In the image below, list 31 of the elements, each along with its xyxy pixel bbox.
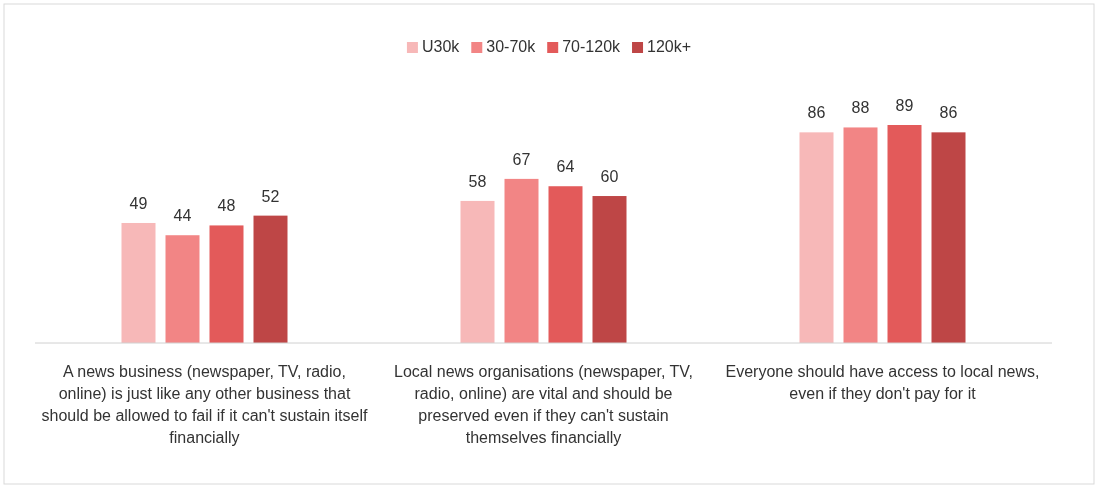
data-label: 52 bbox=[261, 187, 280, 205]
legend-label: U30k bbox=[421, 38, 461, 55]
bar bbox=[209, 225, 244, 343]
bar bbox=[799, 132, 834, 343]
bar bbox=[592, 196, 627, 343]
bar bbox=[504, 178, 539, 343]
bar bbox=[843, 127, 878, 343]
x-tick-label: Everyone should have access to local news, even if they don't pay for it bbox=[725, 363, 1040, 402]
data-label: 89 bbox=[895, 97, 914, 114]
bar bbox=[253, 215, 288, 343]
x-tick-label: Local news organisations (newspaper, TV, radio, online) are vital and should be preserved even if they can't sustain themselves financially bbox=[394, 363, 693, 446]
x-tick-label: A news business (newspaper, TV, radio, online) is just like any other business that should be allowed to fail if it can't sustain itself financially bbox=[41, 363, 368, 446]
data-label: 67 bbox=[512, 150, 531, 168]
bar bbox=[121, 222, 156, 343]
data-label: 58 bbox=[468, 172, 487, 190]
bar bbox=[887, 125, 922, 343]
bar bbox=[165, 235, 200, 343]
data-label: 44 bbox=[173, 207, 192, 225]
data-label: 49 bbox=[129, 194, 148, 212]
bar bbox=[931, 132, 966, 343]
data-label: 88 bbox=[851, 99, 870, 117]
data-label: 86 bbox=[939, 104, 958, 122]
data-label: 60 bbox=[600, 168, 619, 186]
bar bbox=[460, 200, 495, 343]
data-label: 86 bbox=[807, 104, 826, 122]
data-label: 48 bbox=[217, 197, 236, 215]
bar bbox=[548, 186, 583, 343]
legend-label: 70-120k bbox=[562, 38, 622, 55]
legend-label: 120k+ bbox=[647, 38, 692, 55]
data-label: 64 bbox=[556, 158, 575, 176]
legend-label: 30-70k bbox=[486, 38, 537, 55]
